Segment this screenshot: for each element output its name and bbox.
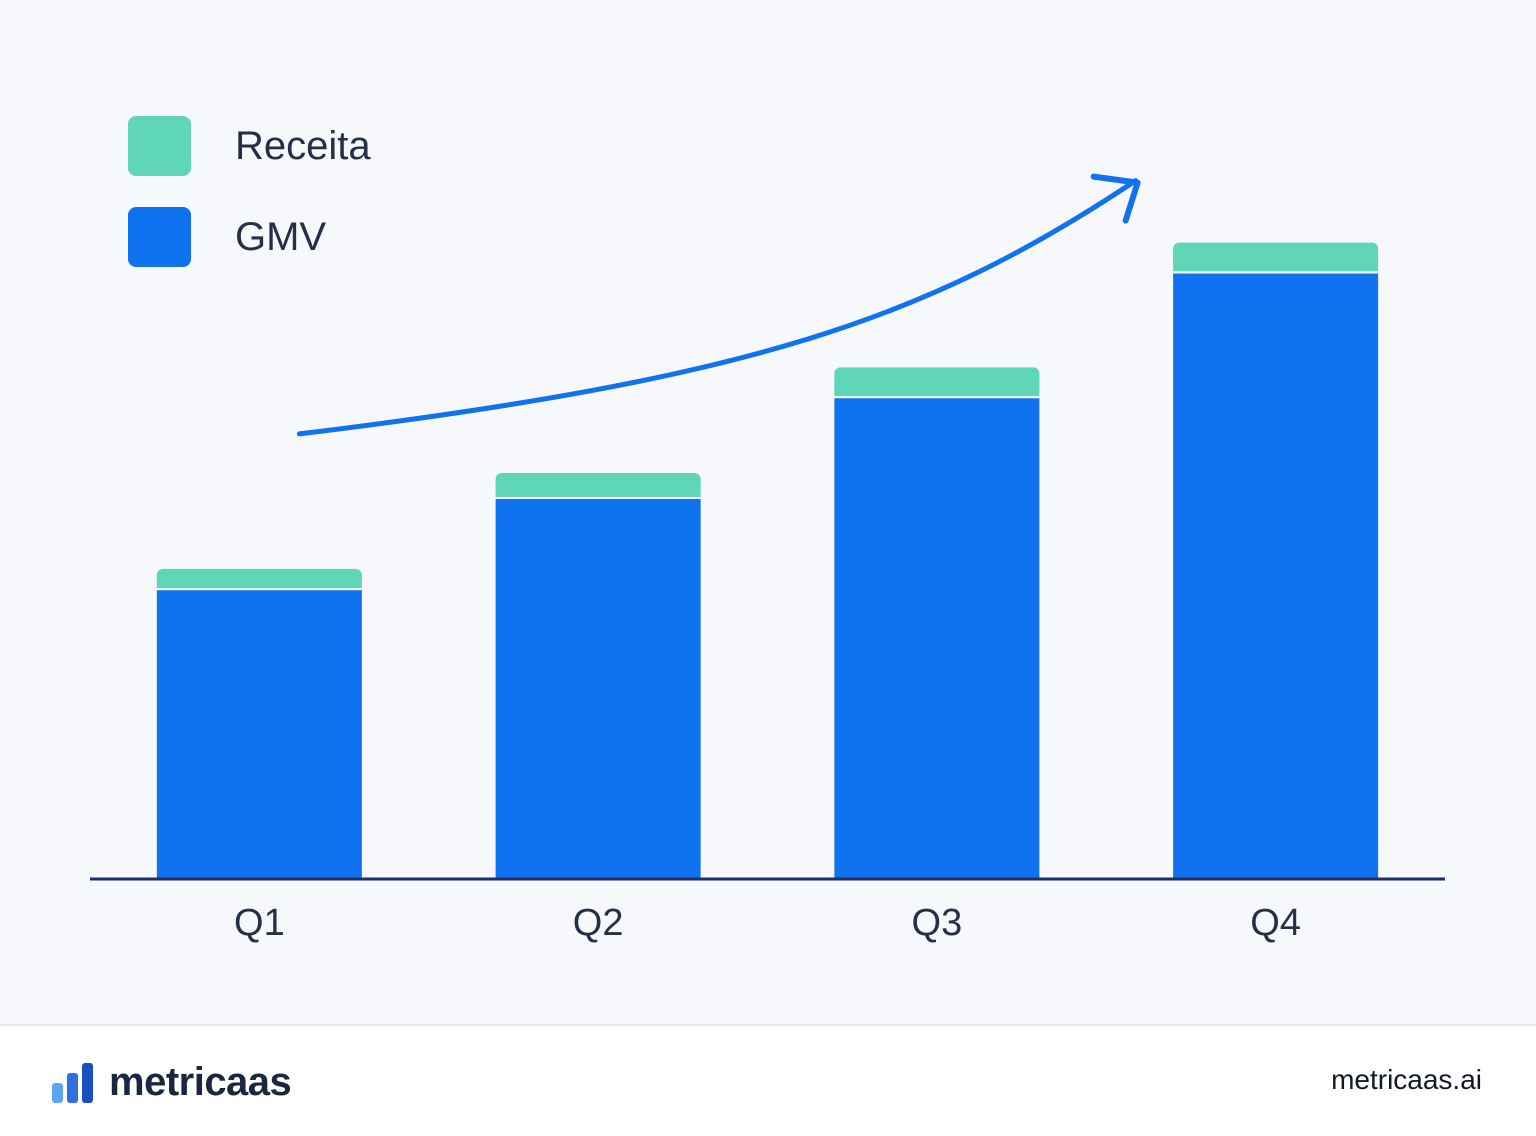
legend-swatch-gmv: [128, 207, 191, 267]
logo-bar-1: [52, 1082, 63, 1103]
legend-item-receita: Receita: [128, 116, 371, 176]
bar-receita-fill-q1: [156, 576, 362, 589]
x-tick-label-q4: Q4: [1250, 902, 1301, 944]
chart-area: Q1 Q2 Q3 Q4 Receita GMV: [90, 116, 1445, 944]
legend-label-gmv: GMV: [235, 214, 327, 259]
legend-swatch-receita: [128, 116, 191, 176]
x-tick-label-q3: Q3: [912, 902, 963, 944]
bar-receita-fill-q2: [495, 480, 701, 497]
bar-receita-fill-q3: [834, 375, 1040, 397]
footer: metricaas metricaas.ai: [0, 1024, 1536, 1136]
trend-arrow-head-icon: [1090, 173, 1141, 224]
site-url-link[interactable]: metricaas.ai: [1331, 1064, 1482, 1095]
bar-gmv-q3: [834, 398, 1040, 878]
x-tick-label-q2: Q2: [573, 902, 624, 944]
logo-bar-3: [82, 1062, 93, 1103]
legend-label-receita: Receita: [235, 123, 371, 168]
legend-item-gmv: GMV: [128, 207, 326, 267]
x-tick-label-q1: Q1: [234, 902, 285, 944]
bar-gmv-q1: [156, 590, 362, 878]
trend-arrow-curve-icon: [296, 178, 1139, 437]
brand-logo[interactable]: metricaas: [52, 1060, 292, 1105]
bar-gmv-q2: [495, 498, 701, 878]
bar-receita-fill-q4: [1173, 250, 1379, 272]
stacked-bar-chart: Q1 Q2 Q3 Q4: [90, 173, 1445, 944]
bar-chart-logo-icon: [52, 1062, 93, 1103]
logo-bar-2: [67, 1072, 78, 1103]
brand-name: metricaas: [109, 1060, 292, 1104]
bar-gmv-q4: [1173, 273, 1379, 878]
